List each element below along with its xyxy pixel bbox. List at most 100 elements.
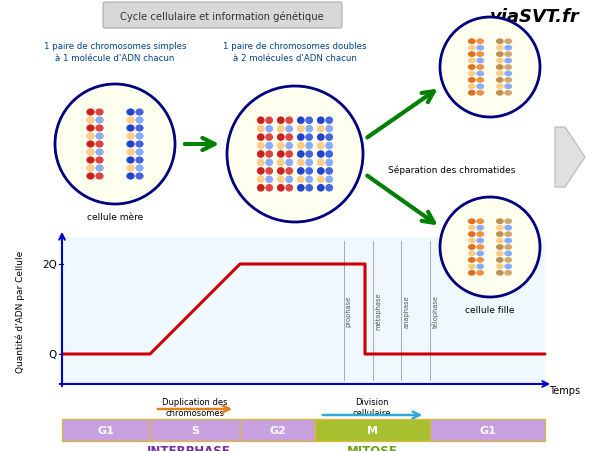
Text: INTERPHASE: INTERPHASE	[146, 444, 230, 451]
Bar	[315, 419, 430, 441]
Ellipse shape	[505, 59, 512, 64]
Ellipse shape	[95, 133, 104, 140]
Text: G1: G1	[479, 425, 496, 435]
Text: 2Q: 2Q	[42, 259, 57, 269]
Ellipse shape	[496, 264, 504, 270]
Ellipse shape	[496, 225, 504, 231]
FancyArrow shape	[555, 128, 585, 188]
Ellipse shape	[305, 159, 313, 167]
Ellipse shape	[476, 264, 484, 270]
Text: G1: G1	[98, 425, 115, 435]
Ellipse shape	[476, 78, 484, 83]
Ellipse shape	[317, 184, 325, 192]
Ellipse shape	[476, 91, 484, 97]
Ellipse shape	[468, 219, 476, 225]
Ellipse shape	[257, 117, 265, 125]
Ellipse shape	[505, 91, 512, 97]
Ellipse shape	[277, 117, 285, 125]
Ellipse shape	[505, 225, 512, 231]
Ellipse shape	[305, 151, 313, 158]
Ellipse shape	[286, 151, 293, 158]
Ellipse shape	[505, 270, 512, 276]
Ellipse shape	[468, 39, 476, 45]
Ellipse shape	[297, 176, 305, 184]
Ellipse shape	[505, 251, 512, 257]
Ellipse shape	[286, 159, 293, 167]
Ellipse shape	[265, 184, 273, 192]
Ellipse shape	[476, 84, 484, 90]
Ellipse shape	[496, 244, 504, 250]
Ellipse shape	[136, 133, 143, 140]
Text: S: S	[191, 425, 199, 435]
Ellipse shape	[468, 52, 476, 58]
Ellipse shape	[505, 258, 512, 263]
Bar	[62, 419, 150, 441]
Ellipse shape	[297, 134, 305, 142]
Ellipse shape	[476, 59, 484, 64]
Ellipse shape	[317, 134, 325, 142]
Ellipse shape	[468, 225, 476, 231]
Ellipse shape	[265, 125, 273, 133]
Text: MITOSE: MITOSE	[347, 444, 398, 451]
Ellipse shape	[305, 176, 313, 184]
Bar	[150, 419, 240, 441]
Ellipse shape	[127, 165, 134, 172]
Text: G2: G2	[269, 425, 286, 435]
Ellipse shape	[317, 159, 325, 167]
Ellipse shape	[86, 165, 95, 172]
Ellipse shape	[277, 184, 285, 192]
Ellipse shape	[476, 65, 484, 71]
Ellipse shape	[505, 238, 512, 244]
Ellipse shape	[86, 157, 95, 164]
Ellipse shape	[325, 125, 333, 133]
Ellipse shape	[305, 184, 313, 192]
Circle shape	[440, 198, 540, 297]
Ellipse shape	[476, 258, 484, 263]
Ellipse shape	[505, 52, 512, 58]
Ellipse shape	[305, 125, 313, 133]
Ellipse shape	[136, 117, 143, 124]
Ellipse shape	[325, 143, 333, 150]
Circle shape	[440, 18, 540, 118]
Ellipse shape	[496, 238, 504, 244]
Ellipse shape	[317, 176, 325, 184]
Ellipse shape	[468, 78, 476, 83]
Ellipse shape	[325, 184, 333, 192]
Ellipse shape	[325, 151, 333, 158]
Ellipse shape	[297, 151, 305, 158]
Ellipse shape	[505, 39, 512, 45]
Circle shape	[227, 87, 363, 222]
Ellipse shape	[468, 65, 476, 71]
Ellipse shape	[468, 238, 476, 244]
Ellipse shape	[297, 159, 305, 167]
Ellipse shape	[476, 52, 484, 58]
Text: cellule fille: cellule fille	[465, 305, 515, 314]
Ellipse shape	[325, 134, 333, 142]
Ellipse shape	[317, 125, 325, 133]
Ellipse shape	[277, 143, 285, 150]
Ellipse shape	[297, 168, 305, 175]
Ellipse shape	[468, 84, 476, 90]
Ellipse shape	[496, 219, 504, 225]
Text: 1 paire de chromosomes simples
à 1 molécule d'ADN chacun: 1 paire de chromosomes simples à 1 moléc…	[44, 42, 186, 63]
Ellipse shape	[86, 141, 95, 148]
Ellipse shape	[305, 134, 313, 142]
Ellipse shape	[286, 134, 293, 142]
Ellipse shape	[496, 270, 504, 276]
Ellipse shape	[277, 176, 285, 184]
Ellipse shape	[496, 39, 504, 45]
Ellipse shape	[496, 59, 504, 64]
Ellipse shape	[496, 251, 504, 257]
Ellipse shape	[325, 176, 333, 184]
Ellipse shape	[468, 232, 476, 238]
Ellipse shape	[127, 117, 134, 124]
Ellipse shape	[265, 159, 273, 167]
Ellipse shape	[286, 176, 293, 184]
Ellipse shape	[277, 151, 285, 158]
Ellipse shape	[127, 133, 134, 140]
Ellipse shape	[505, 71, 512, 77]
Ellipse shape	[476, 219, 484, 225]
Ellipse shape	[286, 125, 293, 133]
Ellipse shape	[277, 125, 285, 133]
Ellipse shape	[505, 244, 512, 250]
